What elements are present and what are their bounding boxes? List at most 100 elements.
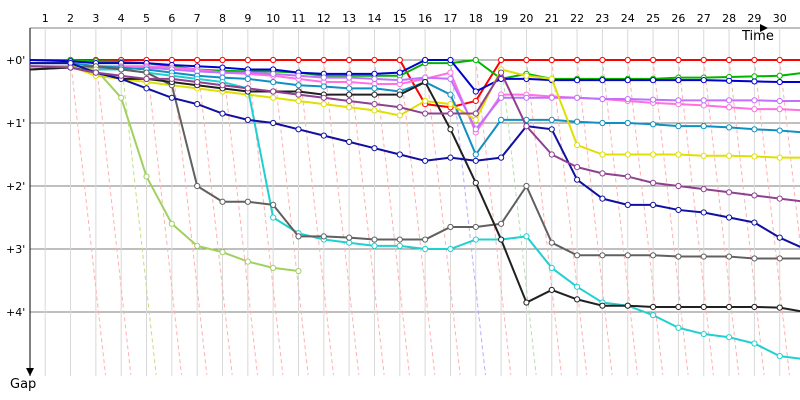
data-point — [599, 252, 606, 259]
lap-guide-line — [424, 59, 461, 376]
data-point — [472, 157, 479, 164]
data-point — [346, 234, 353, 241]
data-point — [472, 179, 479, 186]
data-point — [725, 214, 733, 221]
data-point — [219, 110, 226, 117]
x-tick-label: 19 — [494, 12, 508, 25]
y-tick-label: +3' — [6, 243, 25, 256]
data-point — [649, 77, 657, 84]
data-point — [295, 72, 302, 79]
data-point — [168, 75, 175, 83]
data-point — [498, 116, 505, 123]
data-point — [447, 223, 454, 231]
data-point — [320, 94, 327, 101]
x-tick-label: 13 — [342, 12, 356, 25]
data-point — [472, 97, 479, 105]
lap-guide-line — [297, 59, 334, 376]
data-point — [498, 236, 505, 243]
data-point — [143, 75, 150, 83]
x-tick-label: 2 — [67, 12, 74, 25]
data-point — [219, 64, 226, 71]
data-point — [776, 106, 783, 113]
data-point — [599, 95, 606, 103]
data-point — [700, 97, 707, 104]
data-point — [725, 152, 733, 159]
data-point — [523, 233, 530, 240]
data-point — [244, 198, 251, 205]
data-point — [574, 252, 581, 259]
lap-guide-line — [348, 59, 385, 376]
data-point — [624, 56, 631, 64]
data-point — [447, 56, 454, 64]
data-point — [751, 340, 758, 347]
data-point — [776, 353, 783, 360]
data-point — [295, 97, 302, 105]
data-point — [675, 253, 682, 260]
data-point — [168, 56, 175, 64]
data-point — [776, 154, 783, 161]
data-point — [346, 239, 353, 246]
data-point — [396, 104, 403, 111]
data-point — [675, 77, 682, 84]
data-point — [422, 56, 429, 64]
data-point — [548, 126, 555, 133]
y-tick-label: +1' — [6, 117, 25, 130]
data-point — [219, 82, 226, 89]
data-point — [295, 267, 302, 275]
data-point — [548, 116, 555, 123]
data-point — [396, 69, 403, 76]
x-tick-label: 11 — [291, 12, 305, 25]
data-point — [751, 97, 758, 104]
data-point — [118, 72, 125, 79]
data-point — [776, 56, 783, 64]
x-tick-label: 7 — [194, 12, 201, 25]
y-axis-title: Gap — [10, 377, 36, 392]
data-point — [574, 176, 581, 183]
data-point — [371, 91, 378, 98]
data-point — [498, 69, 505, 76]
data-point — [548, 151, 555, 158]
lap-guide-line — [70, 59, 107, 376]
x-tick-label: 21 — [545, 12, 559, 25]
lap-guide-line — [677, 59, 714, 376]
data-point — [447, 101, 454, 108]
data-point — [751, 192, 758, 199]
data-point — [371, 75, 378, 83]
data-point — [194, 101, 201, 108]
lap-guide-line — [196, 59, 233, 376]
data-point — [649, 96, 657, 103]
x-axis-title: Time — [741, 29, 774, 44]
data-point — [371, 101, 378, 108]
data-point — [396, 77, 403, 84]
lap-guide-line — [728, 59, 765, 376]
data-point — [725, 77, 733, 84]
lap-guide-line — [652, 59, 689, 376]
data-point — [194, 182, 201, 190]
lap-guide-line — [525, 59, 562, 376]
data-point — [371, 236, 378, 243]
lap-guide-line — [146, 59, 183, 376]
data-point — [725, 124, 733, 131]
data-point — [244, 75, 251, 83]
data-point — [599, 170, 606, 177]
x-tick-label: 12 — [317, 12, 331, 25]
data-point — [548, 239, 555, 246]
data-point — [244, 69, 251, 76]
data-point — [67, 64, 74, 71]
data-point — [219, 69, 226, 76]
data-point — [320, 56, 327, 64]
data-point — [371, 107, 378, 114]
data-point — [523, 182, 530, 190]
series-layer — [29, 56, 800, 360]
data-point — [624, 302, 631, 309]
data-point — [574, 77, 581, 84]
x-tick-label: 18 — [469, 12, 483, 25]
data-point — [751, 73, 758, 80]
x-tick-label: 22 — [570, 12, 584, 25]
data-point — [92, 69, 99, 76]
data-point — [751, 303, 758, 311]
data-point — [143, 85, 150, 92]
x-tick-label: 16 — [418, 12, 432, 25]
x-tick-label: 20 — [519, 12, 533, 25]
data-point — [194, 78, 201, 86]
